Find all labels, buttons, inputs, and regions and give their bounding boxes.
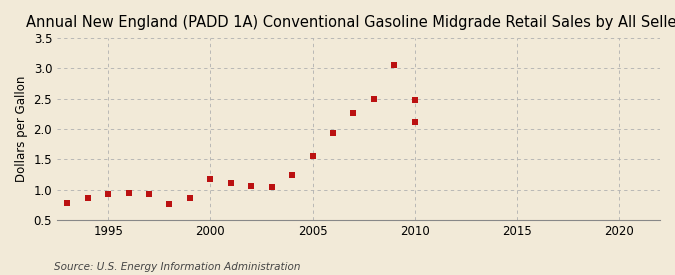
Point xyxy=(82,196,93,200)
Point xyxy=(205,177,216,182)
Point xyxy=(103,192,113,196)
Point xyxy=(307,154,318,159)
Point xyxy=(369,97,379,101)
Point xyxy=(409,120,420,124)
Point xyxy=(389,63,400,68)
Point xyxy=(184,196,195,200)
Title: Annual New England (PADD 1A) Conventional Gasoline Midgrade Retail Sales by All : Annual New England (PADD 1A) Conventiona… xyxy=(26,15,675,30)
Point xyxy=(287,172,298,177)
Text: Source: U.S. Energy Information Administration: Source: U.S. Energy Information Administ… xyxy=(54,262,300,272)
Point xyxy=(123,191,134,196)
Point xyxy=(225,181,236,185)
Point xyxy=(327,131,338,136)
Point xyxy=(266,185,277,189)
Point xyxy=(144,192,155,196)
Y-axis label: Dollars per Gallon: Dollars per Gallon xyxy=(15,76,28,182)
Point xyxy=(246,184,256,188)
Point xyxy=(62,200,73,205)
Point xyxy=(164,202,175,206)
Point xyxy=(409,98,420,102)
Point xyxy=(348,111,359,115)
